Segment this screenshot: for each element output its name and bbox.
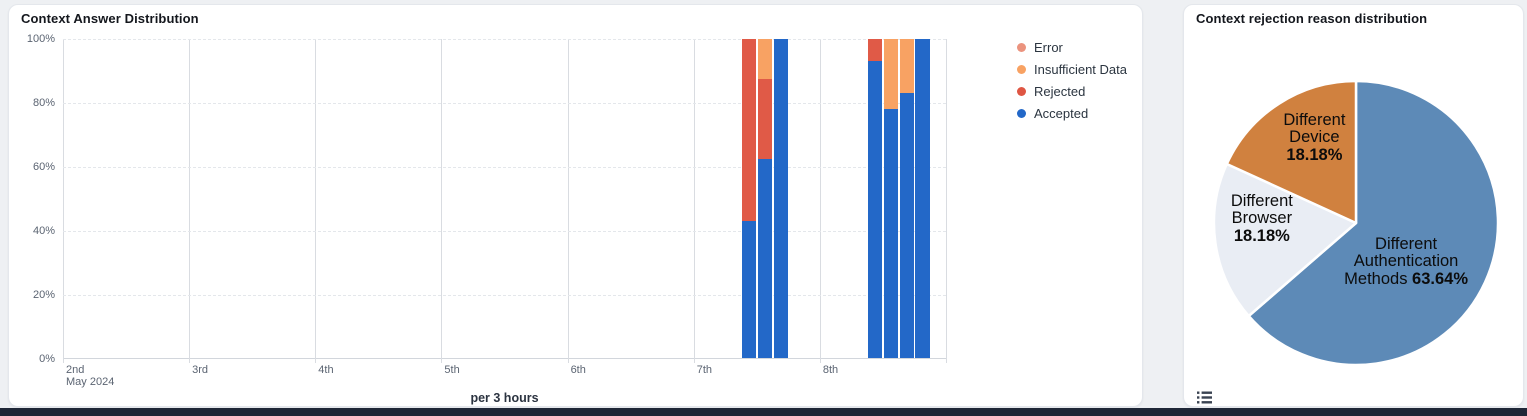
x-tick-label: 2nd — [66, 364, 85, 376]
pie-slice-different-authentication-methods[interactable] — [1247, 79, 1500, 367]
legend-item-accepted[interactable]: Accepted — [1017, 107, 1127, 120]
stacked-bar[interactable] — [915, 39, 930, 358]
bar-segment-accepted — [773, 39, 788, 358]
bar-segment-accepted — [868, 61, 883, 358]
stacked-bar[interactable] — [868, 39, 883, 358]
bar-segment-accepted — [899, 93, 914, 358]
bar-segment-rejected — [742, 39, 757, 221]
card-title: Context Answer Distribution — [21, 11, 199, 26]
bottom-bar — [0, 408, 1527, 416]
y-tick-label: 100% — [26, 33, 55, 45]
x-tick-label: 8th — [822, 364, 839, 376]
vertical-gridline — [820, 39, 821, 363]
y-tick-label: 20% — [32, 289, 55, 301]
legend-item-error[interactable]: Error — [1017, 41, 1127, 54]
vertical-gridline — [189, 39, 190, 363]
pie-label-different-authentication-methods: Different Authentication Methods 63.64% — [1344, 234, 1468, 288]
bar-segment-rejected — [868, 39, 883, 62]
x-tick-label: 3rd — [192, 364, 209, 376]
bar-segment-accepted — [883, 109, 899, 358]
vertical-gridline — [568, 39, 569, 363]
bar-segment-rejected — [757, 78, 773, 159]
x-tick-label: 5th — [444, 364, 460, 376]
legend-dot-error — [1017, 43, 1026, 52]
x-tick-label: 4th — [318, 364, 334, 376]
legend-label: Accepted — [1034, 106, 1089, 121]
bar-segment-accepted — [757, 158, 773, 358]
horizontal-gridline — [63, 103, 946, 104]
x-tick-label: 6th — [570, 364, 586, 376]
list-icon — [1196, 391, 1212, 404]
horizontal-gridline — [63, 39, 946, 40]
pie-label-different-device: Different Device 18.18% — [1283, 110, 1346, 164]
horizontal-gridline — [63, 295, 946, 296]
legend-label: Insufficient Data — [1034, 62, 1127, 77]
card-context-answer-distribution: Context Answer Distribution 100% 80% 60% 40… — [8, 4, 1143, 407]
pie-slice-different-device[interactable] — [1225, 79, 1358, 225]
chart-legend: Error Insufficient Data Rejected Accepted — [1017, 41, 1127, 120]
stacked-bar[interactable] — [773, 39, 788, 358]
legend-dot-rejected — [1017, 87, 1026, 96]
vertical-gridline — [315, 39, 316, 363]
stacked-bar[interactable] — [899, 39, 914, 358]
pie-chart — [1212, 79, 1500, 367]
card-context-rejection-reason: Context rejection reason distribution Di… — [1183, 4, 1524, 407]
bar-segment-insufficient_data — [899, 39, 914, 94]
vertical-gridline — [441, 39, 442, 363]
y-tick-label: 40% — [32, 225, 55, 237]
bar-segment-insufficient_data — [883, 39, 899, 110]
horizontal-gridline — [63, 231, 946, 232]
y-tick-label: 0% — [39, 353, 55, 365]
x-tick-label: 7th — [696, 364, 712, 376]
bar-segment-accepted — [742, 220, 757, 358]
pie-slice-different-browser[interactable] — [1212, 162, 1358, 318]
bar-segment-insufficient_data — [757, 39, 773, 79]
stacked-bar[interactable] — [883, 39, 899, 358]
legend-item-rejected[interactable]: Rejected — [1017, 85, 1127, 98]
legend-toggle-button[interactable] — [1194, 389, 1214, 407]
card-title: Context rejection reason distribution — [1196, 11, 1428, 26]
pie-label-different-browser: Different Browser 18.18% — [1230, 191, 1293, 245]
vertical-gridline — [946, 39, 947, 363]
legend-label: Rejected — [1034, 84, 1086, 99]
legend-item-insufficient_data[interactable]: Insufficient Data — [1017, 63, 1127, 76]
stacked-bar[interactable] — [757, 39, 773, 358]
vertical-gridline — [63, 39, 64, 363]
legend-dot-accepted — [1017, 109, 1026, 118]
stacked-bar[interactable] — [742, 39, 757, 358]
x-axis-title: per 3 hours — [470, 391, 539, 405]
legend-label: Error — [1034, 40, 1063, 55]
bar-segment-accepted — [915, 39, 930, 358]
vertical-gridline — [694, 39, 695, 363]
x-axis-month-label: May 2024 — [66, 376, 115, 388]
y-tick-label: 80% — [32, 97, 55, 109]
bar-plot-area — [63, 39, 947, 363]
y-tick-label: 60% — [32, 161, 55, 173]
legend-dot-insufficient_data — [1017, 65, 1026, 74]
horizontal-gridline — [63, 167, 946, 168]
